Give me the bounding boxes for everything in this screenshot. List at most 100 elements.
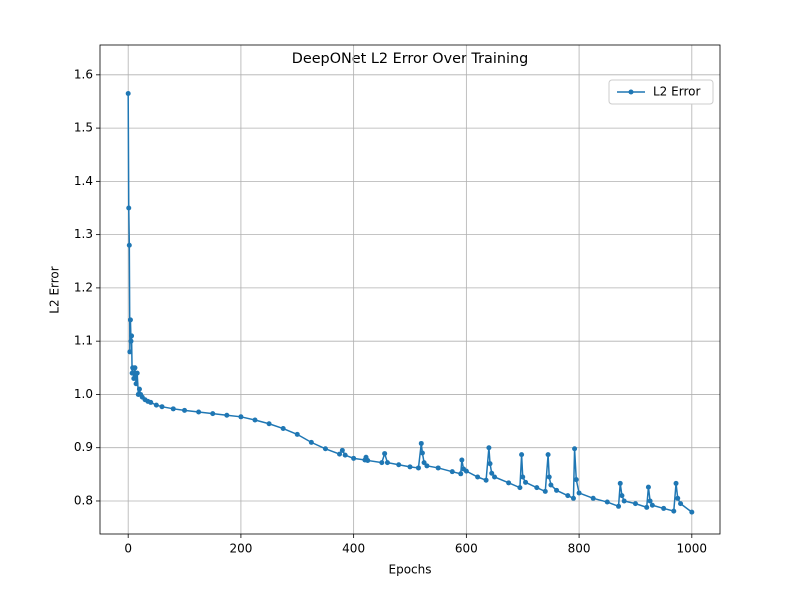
- data-point: [131, 375, 137, 381]
- data-point: [339, 447, 345, 453]
- data-point: [459, 457, 465, 463]
- data-point: [129, 333, 135, 339]
- data-point: [517, 485, 523, 491]
- data-point: [678, 501, 684, 507]
- data-point: [125, 90, 131, 96]
- data-point: [661, 505, 667, 511]
- data-point: [415, 465, 421, 471]
- data-point: [266, 421, 272, 427]
- data-point: [136, 386, 142, 392]
- data-point: [573, 477, 579, 483]
- data-point: [210, 411, 216, 417]
- y-tick-label: 0.9: [74, 440, 93, 454]
- data-point: [407, 464, 413, 470]
- data-point: [689, 509, 695, 515]
- data-point: [492, 474, 498, 480]
- data-point: [435, 465, 441, 471]
- chart-title: DeepONet L2 Error Over Training: [292, 51, 528, 67]
- data-point: [489, 470, 495, 476]
- data-point: [280, 426, 286, 432]
- data-point: [475, 474, 481, 480]
- y-tick-label: 1.5: [74, 121, 93, 135]
- data-point: [182, 407, 188, 413]
- x-tick-label: 0: [124, 542, 132, 556]
- data-point: [458, 471, 464, 477]
- data-point: [616, 503, 622, 509]
- data-point: [647, 498, 653, 504]
- x-tick-label: 400: [342, 542, 365, 556]
- data-point: [134, 370, 140, 376]
- data-point: [342, 452, 348, 458]
- data-point: [127, 317, 133, 323]
- data-point: [129, 370, 135, 376]
- data-point: [238, 414, 244, 420]
- data-point: [133, 381, 139, 387]
- data-point: [520, 474, 526, 480]
- data-point: [337, 451, 343, 457]
- data-point: [645, 484, 651, 490]
- data-point: [424, 463, 430, 469]
- data-point: [419, 450, 425, 456]
- data-point: [565, 493, 571, 499]
- plot-frame: [99, 44, 721, 535]
- data-point: [196, 409, 202, 415]
- data-point: [449, 469, 455, 475]
- data-point: [148, 399, 154, 405]
- data-point: [486, 445, 492, 451]
- data-point: [619, 493, 625, 499]
- data-point: [487, 461, 493, 467]
- data-point: [351, 455, 357, 461]
- data-point: [396, 462, 402, 468]
- y-tick-label: 1.3: [74, 227, 93, 241]
- data-point: [308, 439, 314, 445]
- data-point: [126, 242, 132, 248]
- data-point: [128, 338, 134, 344]
- data-point: [570, 495, 576, 501]
- data-point: [127, 349, 133, 355]
- data-point: [523, 479, 529, 485]
- x-tick-label: 600: [455, 542, 478, 556]
- data-point: [159, 404, 165, 410]
- y-tick-label: 1.6: [74, 67, 93, 81]
- data-point: [126, 205, 132, 211]
- data-point: [379, 460, 385, 466]
- data-point: [576, 490, 582, 496]
- y-tick-label: 0.8: [74, 493, 93, 507]
- x-tick-label: 1000: [677, 542, 708, 556]
- data-point: [572, 446, 578, 452]
- data-point: [132, 365, 138, 371]
- data-point: [673, 480, 679, 486]
- x-axis-label: Epochs: [389, 563, 432, 577]
- data-point: [590, 495, 596, 501]
- data-point: [546, 474, 552, 480]
- data-point: [604, 499, 610, 505]
- y-axis-label: L2 Error: [48, 266, 62, 313]
- data-point: [649, 502, 655, 508]
- data-point: [617, 480, 623, 486]
- x-tick-label: 800: [568, 542, 591, 556]
- data-point: [548, 482, 554, 488]
- y-tick-label: 1.2: [74, 280, 93, 294]
- data-point: [542, 488, 548, 494]
- data-point: [252, 417, 258, 423]
- data-point: [382, 451, 388, 457]
- data-point: [554, 487, 560, 493]
- data-point: [170, 406, 176, 412]
- data-point: [322, 446, 328, 452]
- data-point: [545, 452, 551, 458]
- data-point: [506, 480, 512, 486]
- data-point: [671, 508, 677, 514]
- data-point: [632, 501, 638, 507]
- data-point: [224, 412, 230, 418]
- data-point: [463, 468, 469, 474]
- data-point: [153, 402, 159, 408]
- data-point: [534, 485, 540, 491]
- data-point: [294, 431, 300, 437]
- legend-label: L2 Error: [653, 85, 700, 99]
- data-point: [675, 495, 681, 501]
- data-point: [384, 460, 390, 466]
- data-point: [644, 504, 650, 510]
- data-point: [519, 452, 525, 458]
- legend-box: [608, 79, 714, 105]
